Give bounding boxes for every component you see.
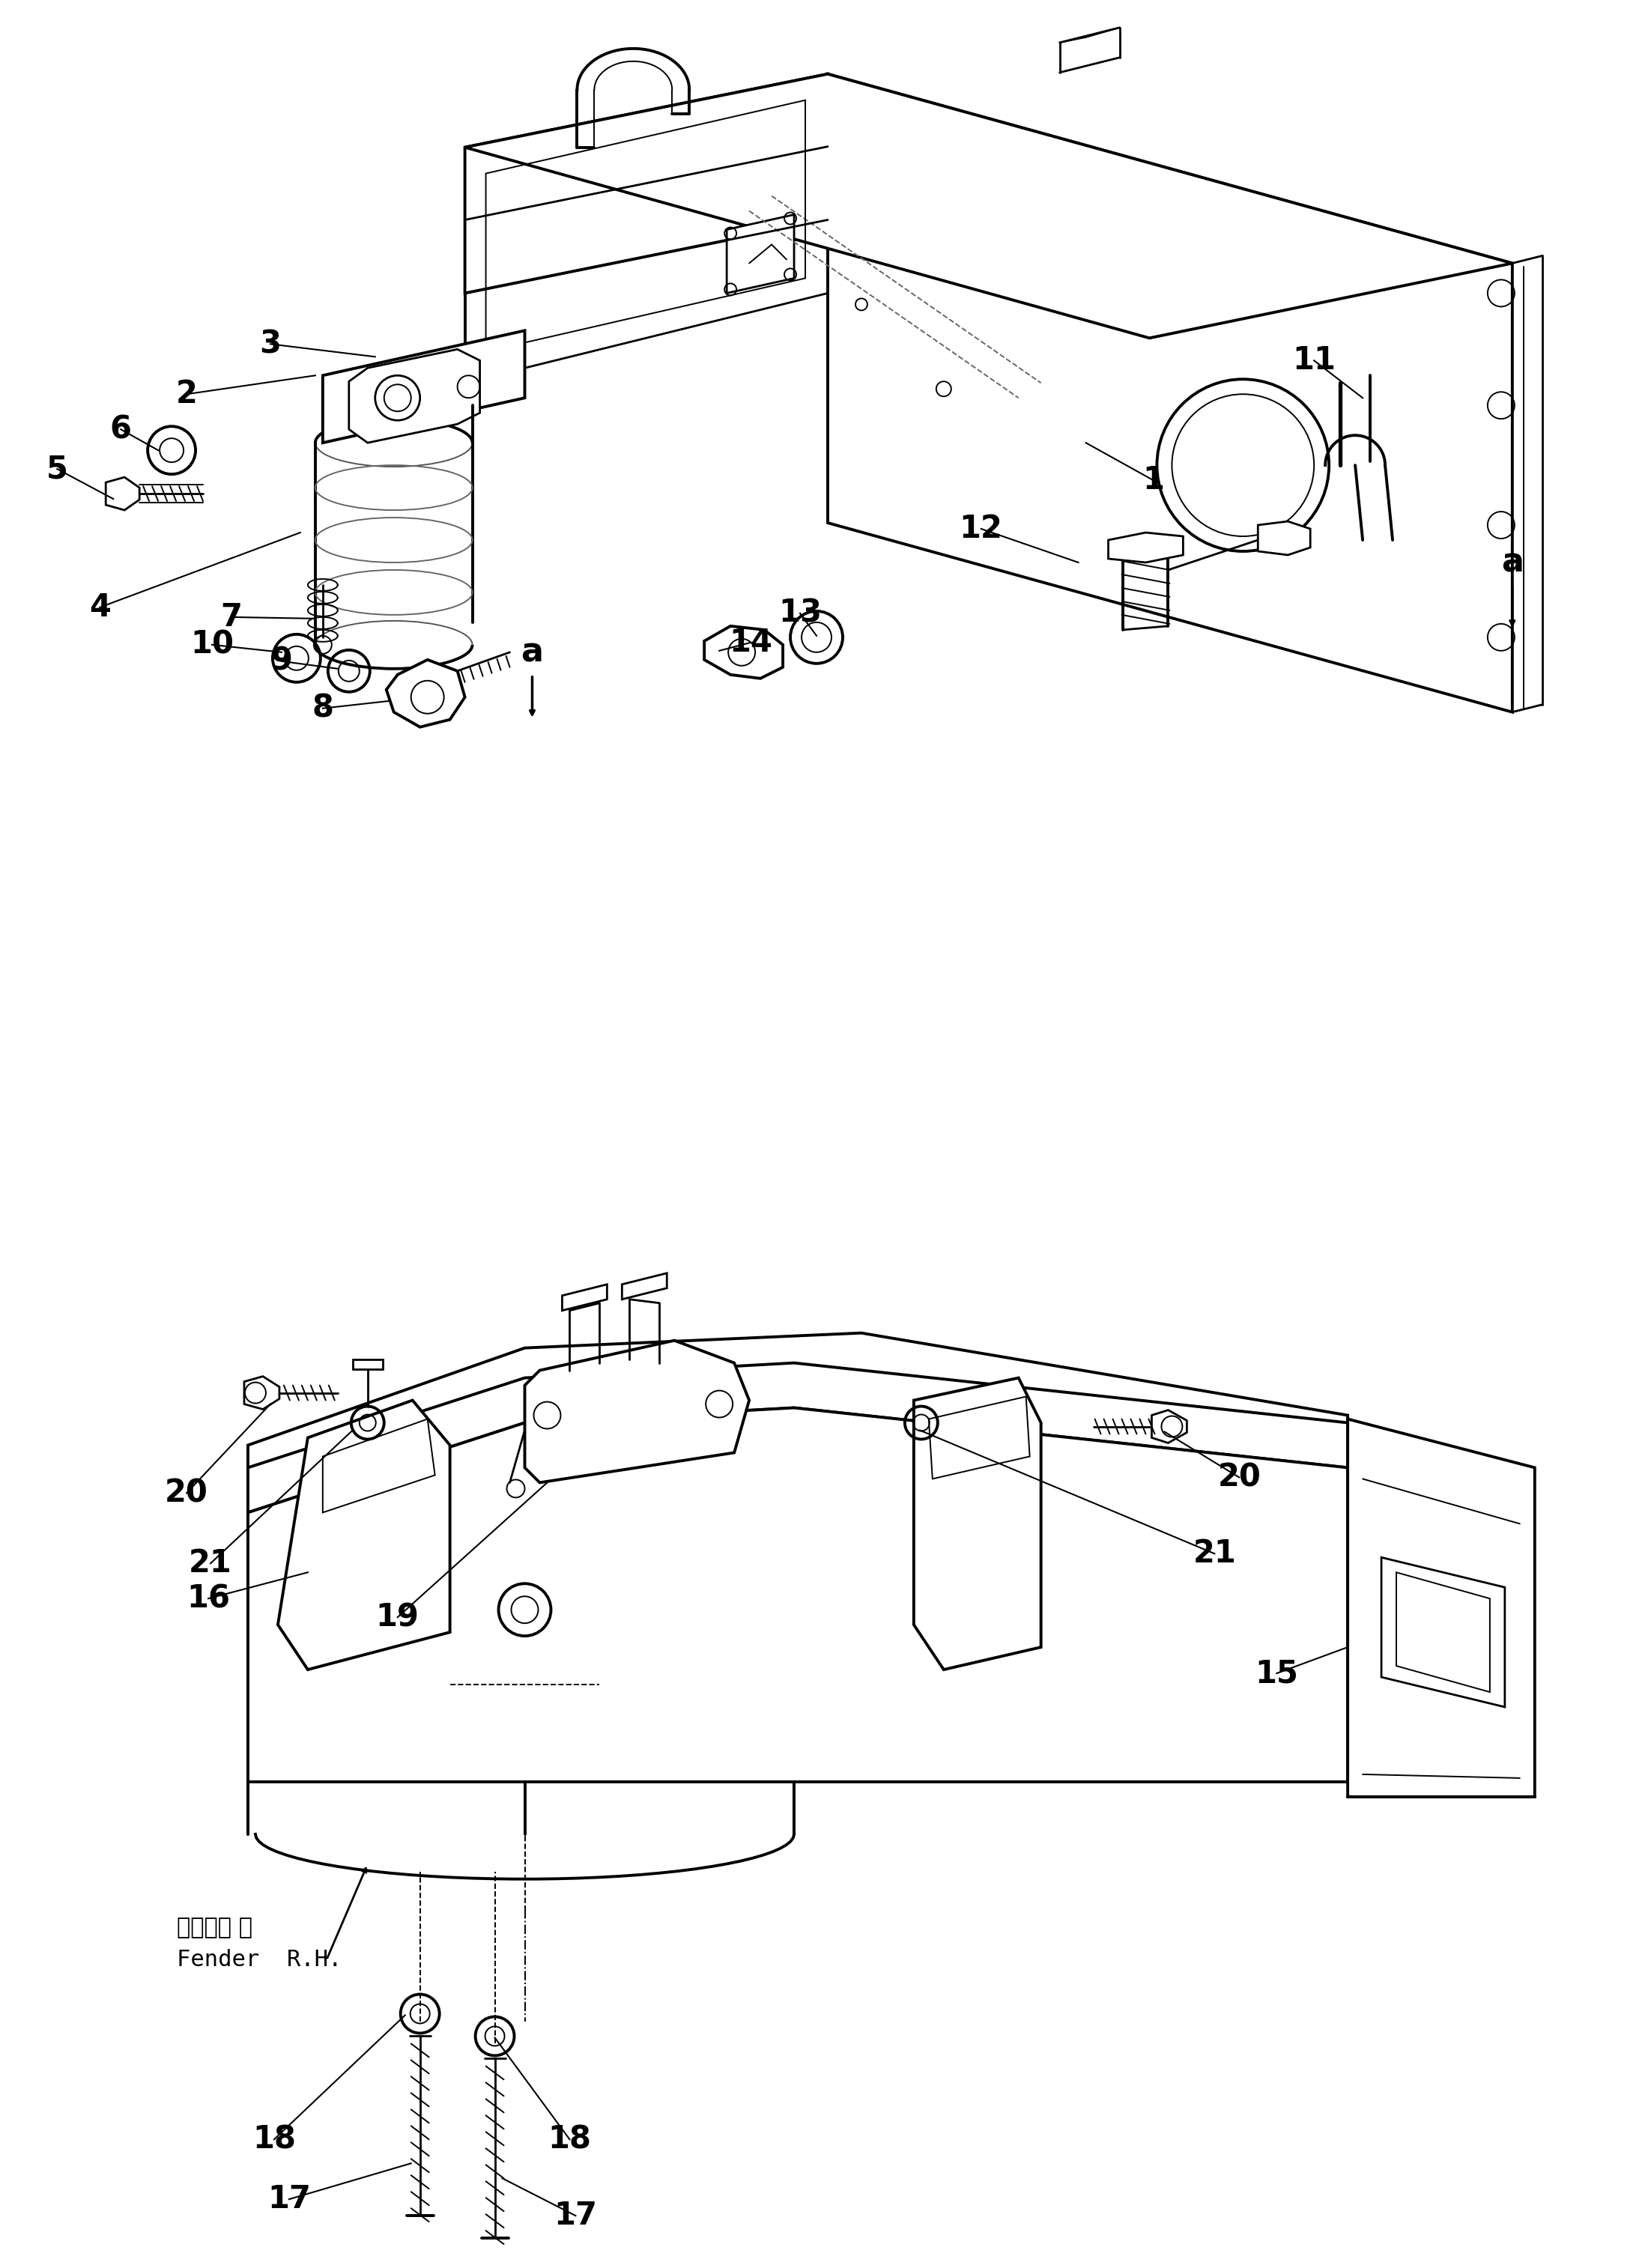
Text: 20: 20 [1217,1461,1261,1492]
Polygon shape [466,75,1512,338]
Text: 2: 2 [175,379,198,411]
Polygon shape [913,1379,1042,1669]
Polygon shape [248,1386,1347,1760]
Polygon shape [348,349,480,442]
Text: 18: 18 [548,2123,591,2155]
Polygon shape [277,1399,451,1669]
Text: 7: 7 [221,601,243,633]
Polygon shape [1347,1420,1535,1796]
Text: 4: 4 [89,592,111,624]
Text: 21: 21 [188,1547,233,1579]
Polygon shape [705,626,783,678]
Text: 19: 19 [376,1601,419,1633]
Polygon shape [322,331,525,442]
Text: フェンダ 右: フェンダ 右 [177,1916,253,1939]
Text: Fender  R.H.: Fender R.H. [177,1948,342,1971]
Polygon shape [248,1408,1347,1783]
Text: 13: 13 [778,596,822,628]
Text: 16: 16 [187,1583,229,1615]
Polygon shape [1258,522,1311,556]
Polygon shape [525,1340,750,1483]
Text: 17: 17 [553,2200,598,2232]
Text: 18: 18 [253,2123,296,2155]
Text: 3: 3 [259,329,281,361]
Text: 9: 9 [271,646,292,676]
Text: 6: 6 [111,413,132,445]
Polygon shape [827,75,1512,712]
Text: a: a [522,635,543,669]
Polygon shape [386,660,466,728]
Polygon shape [466,75,827,293]
Polygon shape [248,1363,1347,1513]
Text: 8: 8 [312,692,334,723]
Polygon shape [248,1334,1347,1497]
Text: 1: 1 [1142,465,1164,497]
Polygon shape [106,476,139,510]
Text: 17: 17 [267,2184,310,2216]
Text: 15: 15 [1255,1658,1298,1690]
Polygon shape [1108,533,1184,562]
Text: 21: 21 [1194,1538,1237,1569]
Text: 14: 14 [730,626,773,658]
Polygon shape [1152,1411,1187,1442]
Polygon shape [726,215,794,293]
Polygon shape [244,1377,279,1408]
Text: 20: 20 [165,1476,208,1508]
Text: 12: 12 [959,513,1002,544]
Text: 5: 5 [46,454,68,485]
Polygon shape [561,1284,608,1311]
Text: 10: 10 [190,628,234,660]
Polygon shape [622,1272,667,1300]
Text: a: a [1501,547,1524,578]
Polygon shape [353,1359,383,1370]
Text: 11: 11 [1293,345,1336,376]
Polygon shape [1382,1558,1504,1708]
